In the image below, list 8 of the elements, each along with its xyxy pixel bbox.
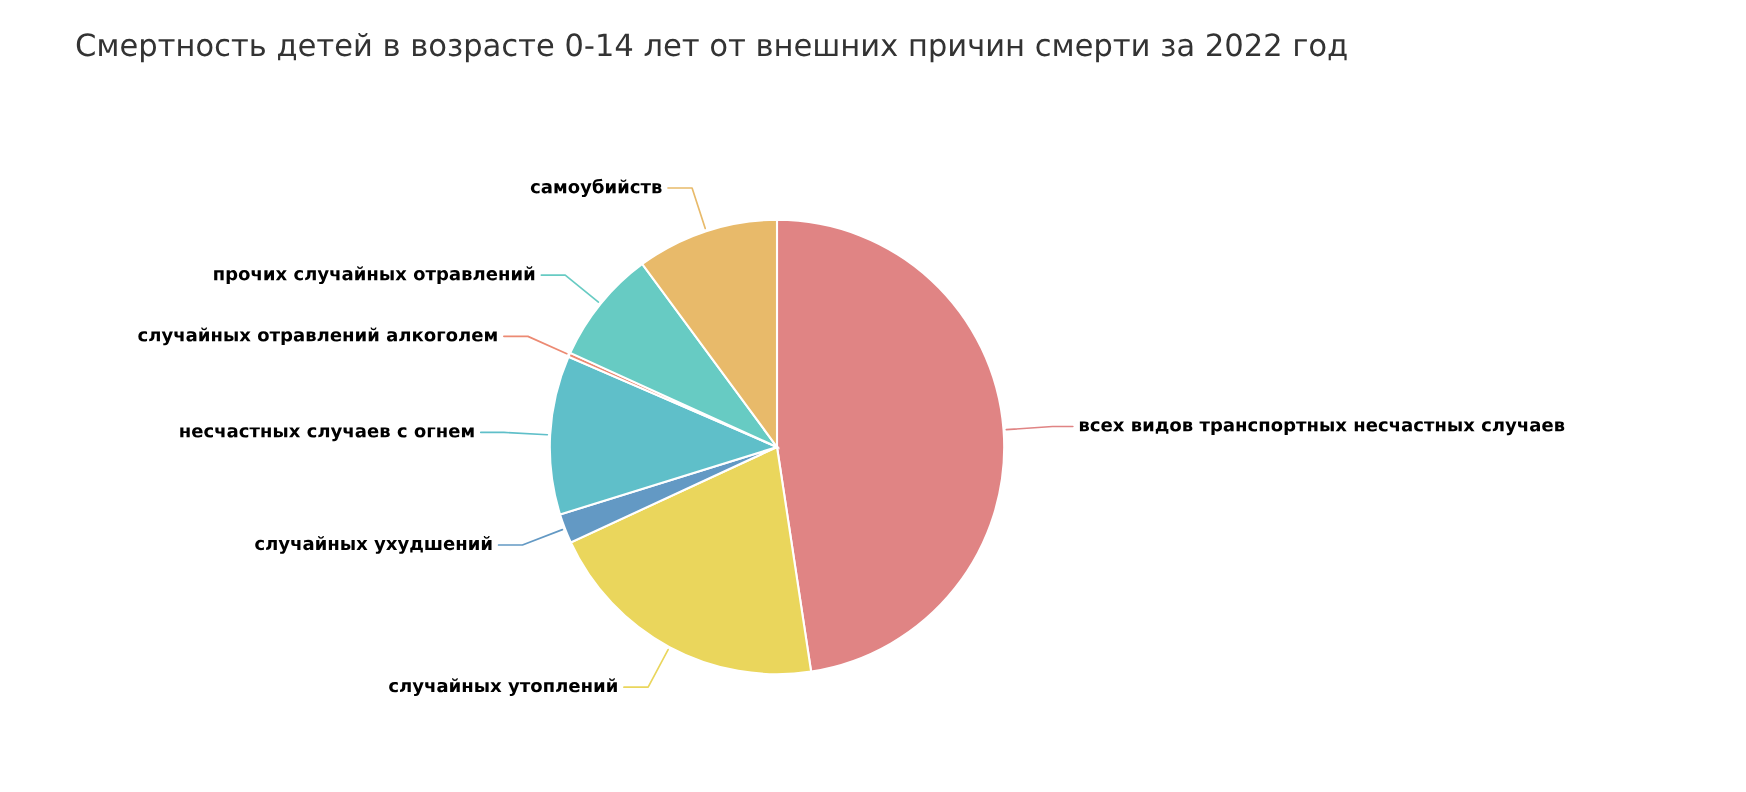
chart-title: Смертность детей в возрасте 0-14 лет от внешних причин смерти за 2022 год bbox=[76, 32, 1347, 63]
slice-label: прочих случайных отравлений bbox=[214, 266, 535, 285]
slice-label: случайных утоплений bbox=[389, 678, 617, 696]
slice-label: всех видов транспортных несчастных случаев bbox=[1079, 421, 1565, 436]
slice-label: несчастных случаев с огнем bbox=[180, 427, 474, 442]
slice-label: случайных ухудшений bbox=[255, 536, 492, 554]
slice-label: случайных отравлений алкоголем bbox=[138, 327, 497, 346]
slice-label: самоубийств bbox=[530, 178, 662, 198]
